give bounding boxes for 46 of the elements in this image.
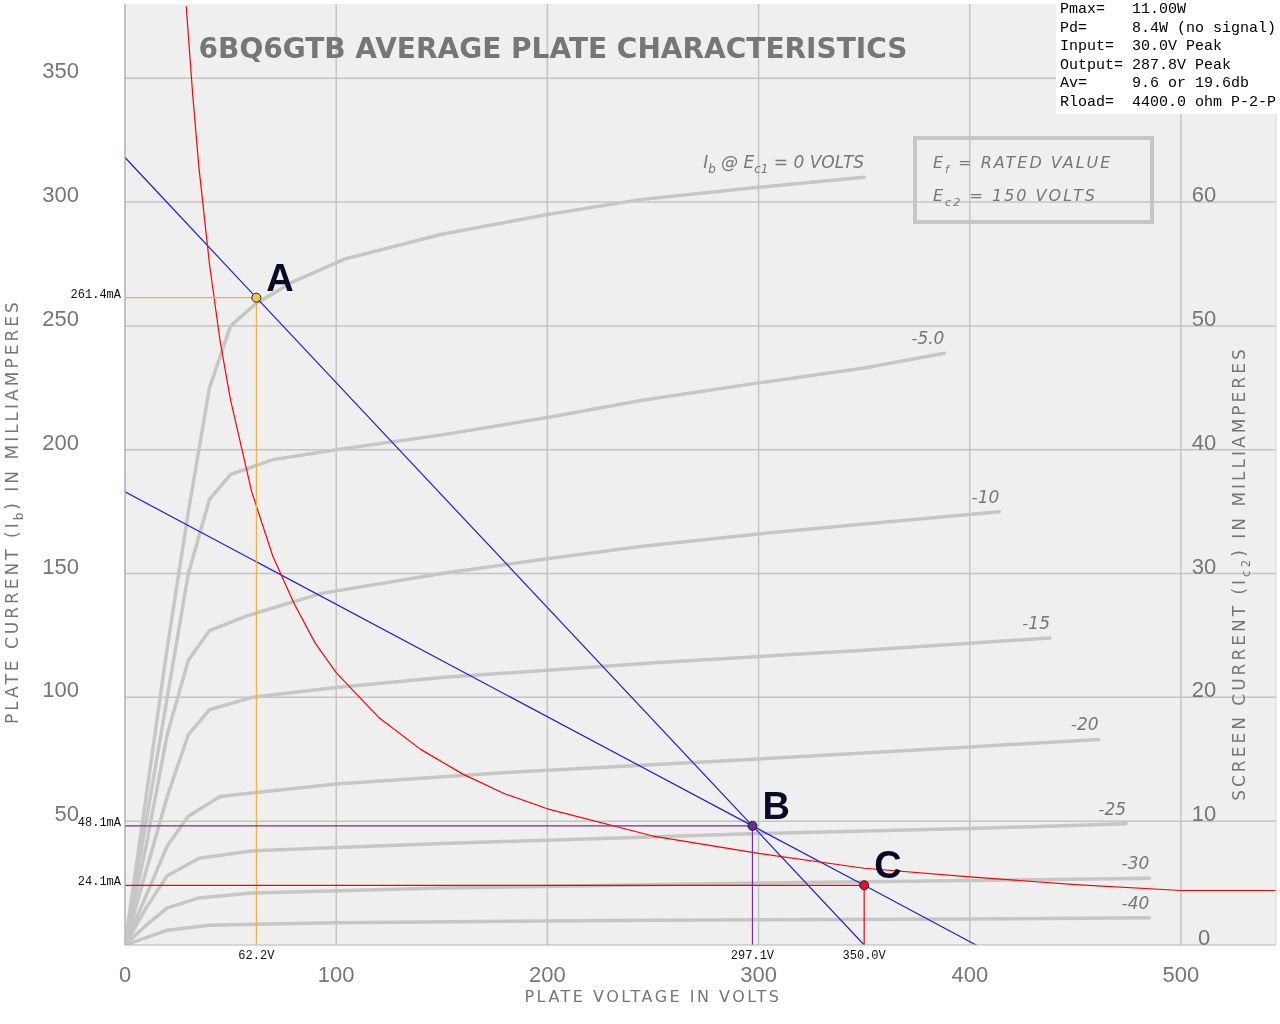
annotation: 24.1mA [77,875,122,890]
y2-tick-label: 20 [1191,677,1217,703]
y-tick-label: 300 [42,182,79,208]
series-label: -25 [1098,798,1127,819]
annotation: Rload= 4400.0 ohm P-2-P [1059,93,1276,112]
annotation: Output= 287.8V Peak [1059,56,1232,75]
x-tick-label: 500 [1162,962,1200,987]
y-tick-label: 350 [42,58,79,84]
y-tick-label: 50 [54,801,79,827]
annotation: B [762,784,790,827]
annotation: E$_{c2}$ = 150 VOLTS [933,186,1097,209]
annotation: 261.4mA [70,287,122,302]
annotation: Pmax= 11.00W [1059,1,1187,20]
annotation: 297.1V [730,949,775,963]
x-axis-title: PLATE VOLTAGE IN VOLTS [524,987,782,1006]
annotation: Av= 9.6 or 19.6db [1059,75,1250,94]
y2-tick-label: 50 [1191,305,1217,331]
y2-tick-label: 0 [1197,925,1211,950]
y2-tick-label: 40 [1191,429,1217,455]
text: 6BQ6GTB AVERAGE PLATE CHARACTERISTICS [198,32,908,65]
y2-tick-label: 30 [1191,553,1217,579]
y-tick-label: 200 [42,429,79,455]
series-label: -10 [971,486,1000,507]
x-tick-label: 400 [951,962,989,987]
series-label: -20 [1070,714,1099,735]
y-tick-label: 250 [42,305,79,331]
series-label: -5.0 [911,328,945,349]
x-tick-label: 0 [118,962,132,987]
series-label: I$_{b}$ @ E$_{c1}$ = 0 VOLTS [703,152,865,177]
y2-tick-label: 60 [1191,182,1217,208]
series-label: -40 [1121,892,1150,913]
y2-tick-label: 10 [1191,801,1217,827]
y-tick-label: 150 [42,553,79,579]
annotation: Pd= 8.4W (no signal) [1059,19,1276,38]
x-tick-label: 200 [529,962,566,987]
annotation: E$_{f}$ = RATED VALUE [933,153,1113,176]
x-tick-label: 100 [317,962,355,987]
y-tick-label: 100 [42,677,79,703]
annotation: A [266,256,294,299]
x-tick-label: 300 [740,962,777,987]
annotation: 350.0V [842,949,887,963]
annotation: Input= 30.0V Peak [1059,38,1223,57]
annotation: 48.1mA [77,815,122,830]
series-label: -15 [1022,612,1051,633]
series-label: -30 [1121,853,1150,874]
annotation: 62.2V [238,949,276,963]
